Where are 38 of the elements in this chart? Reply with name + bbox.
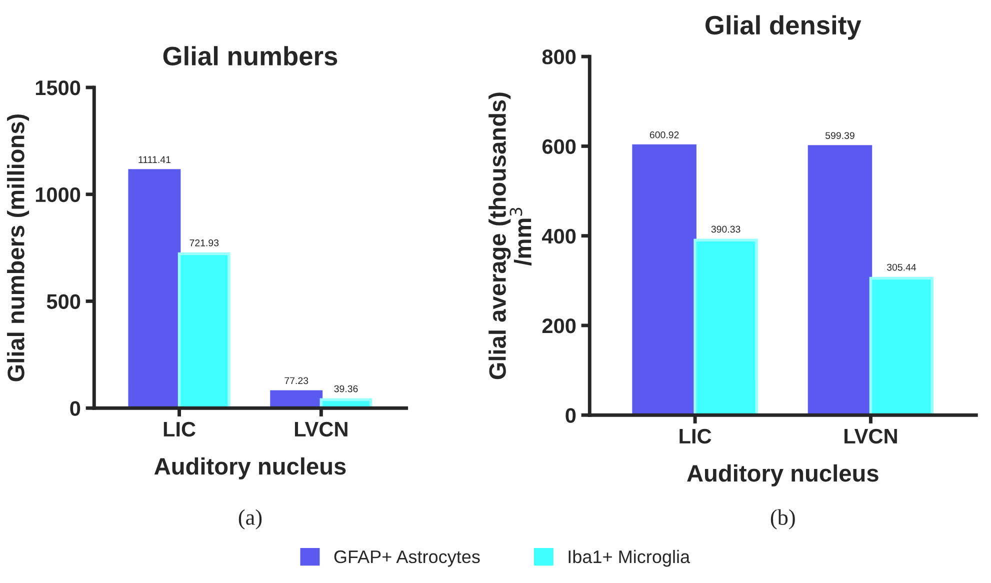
- bar: [128, 169, 181, 408]
- bar: [808, 145, 872, 416]
- bar: [694, 238, 758, 416]
- chart-title: Glial density: [706, 15, 862, 40]
- data-label: 305.44: [886, 264, 916, 271]
- data-label: 600.92: [650, 131, 679, 138]
- data-label: 77.23: [284, 377, 308, 384]
- y-tick-label: 1000: [36, 187, 80, 202]
- y-tick-label: 200: [542, 318, 576, 334]
- y-tick-label: 0: [70, 401, 80, 416]
- text: (a): [238, 509, 262, 530]
- bar: [270, 390, 323, 408]
- x-axis-title: Auditory nucleus: [687, 464, 878, 486]
- chart-title: Glial numbers: [163, 46, 338, 66]
- y-tick-label: 500: [46, 294, 80, 309]
- y-axis-title: Glial numbers (millions): [7, 114, 30, 382]
- x-tick-label: LIC: [164, 422, 196, 437]
- legend-label: GFAP+ Astrocytes: [334, 550, 480, 567]
- y-tick-label: 1500: [36, 80, 80, 96]
- text: (b): [770, 509, 795, 530]
- x-tick-label: LIC: [680, 428, 712, 444]
- data-label: 39.36: [334, 385, 358, 392]
- bar: [632, 144, 696, 416]
- data-label: 1111.41: [138, 156, 170, 163]
- bar: [869, 276, 934, 416]
- x-tick-label: LVCN: [844, 428, 897, 444]
- data-label: 390.33: [711, 226, 740, 233]
- y-tick-label: 600: [542, 139, 576, 154]
- x-tick-label: LVCN: [294, 422, 348, 437]
- legend-label: Iba1+ Microglia: [568, 550, 690, 567]
- y-tick-label: 800: [542, 50, 576, 64]
- data-label: 599.39: [826, 132, 854, 139]
- bar: [178, 252, 230, 408]
- y-tick-label: 0: [566, 408, 576, 423]
- y-tick-label: 400: [542, 228, 576, 244]
- data-label: 721.93: [190, 239, 219, 246]
- x-axis-title: Auditory nucleus: [154, 457, 346, 480]
- y-axis-title: Glial average (thousands) /mm$^{3}$: [488, 92, 532, 380]
